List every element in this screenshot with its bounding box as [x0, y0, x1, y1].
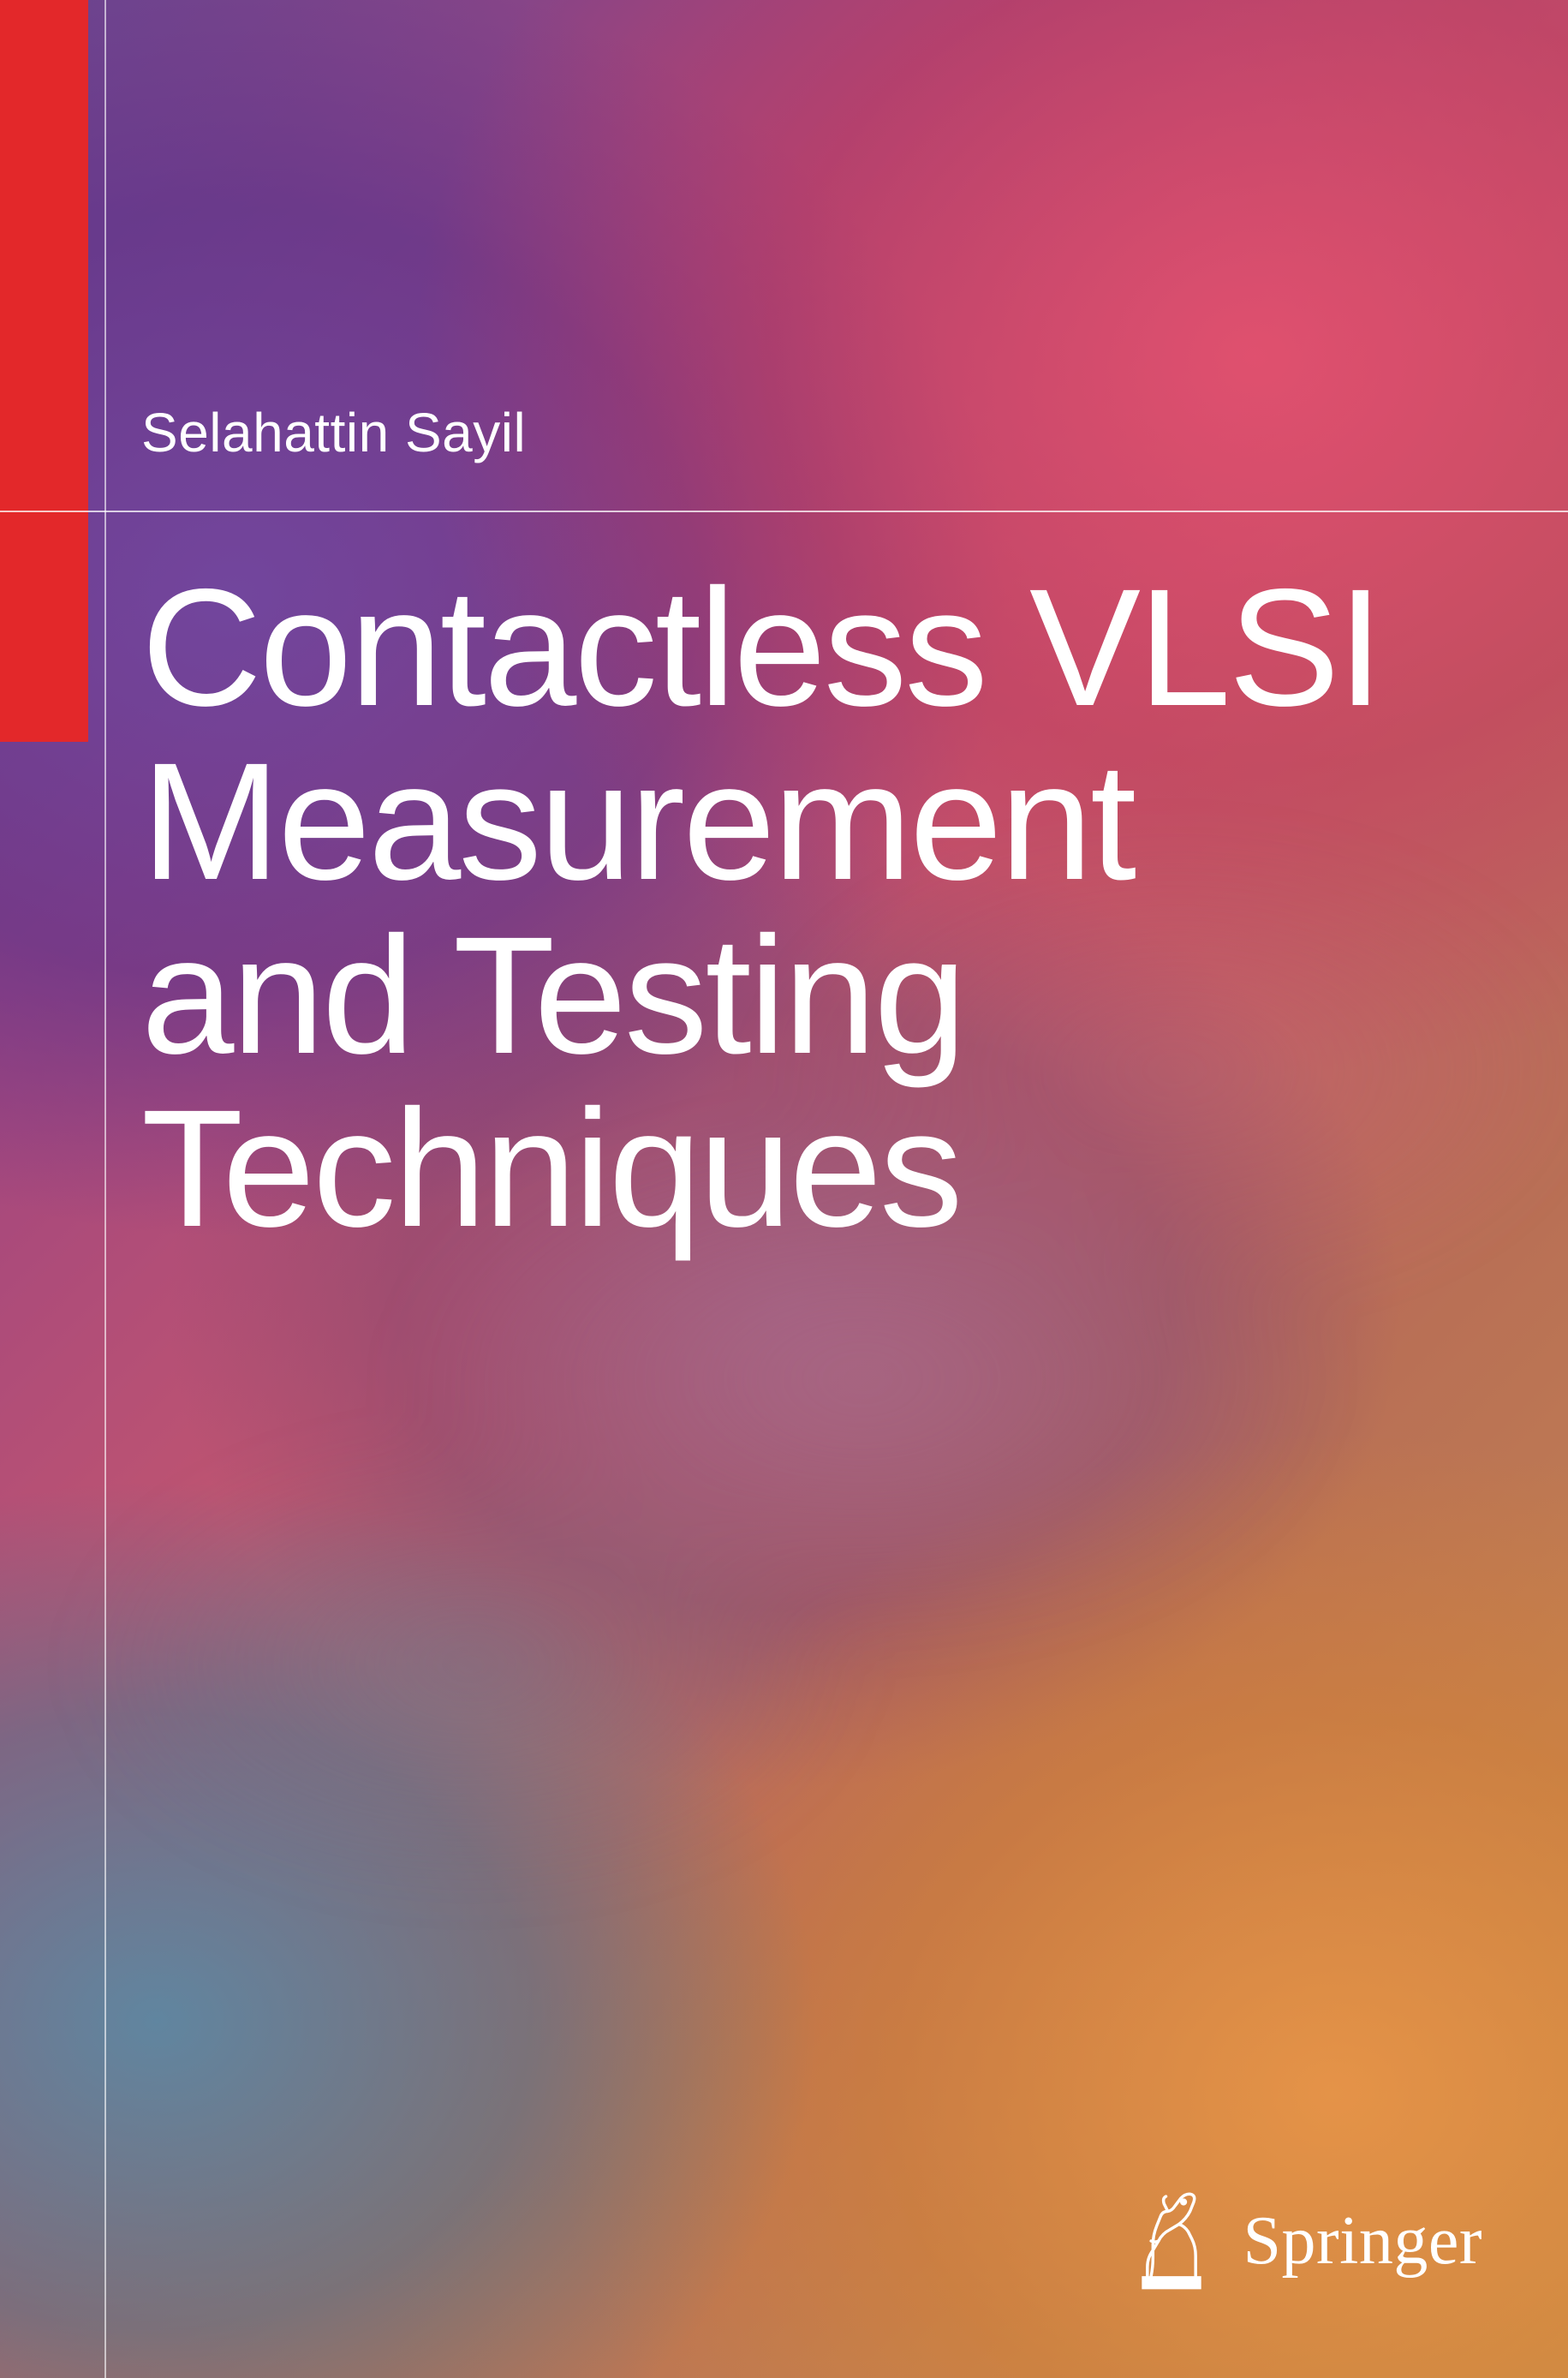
book-title: Contactless VLSIMeasurementand TestingTe…	[141, 561, 1511, 1256]
spine-accent-mid	[0, 512, 88, 742]
publisher-block: Springer	[1124, 2185, 1482, 2297]
author-name: Selahattin Sayil	[141, 401, 526, 464]
vertical-rule	[104, 0, 106, 2378]
publisher-name: Springer	[1243, 2202, 1482, 2280]
springer-horse-icon	[1124, 2185, 1219, 2297]
book-cover: Selahattin Sayil Contactless VLSIMeasure…	[0, 0, 1568, 2378]
horizontal-rule	[0, 511, 1568, 512]
